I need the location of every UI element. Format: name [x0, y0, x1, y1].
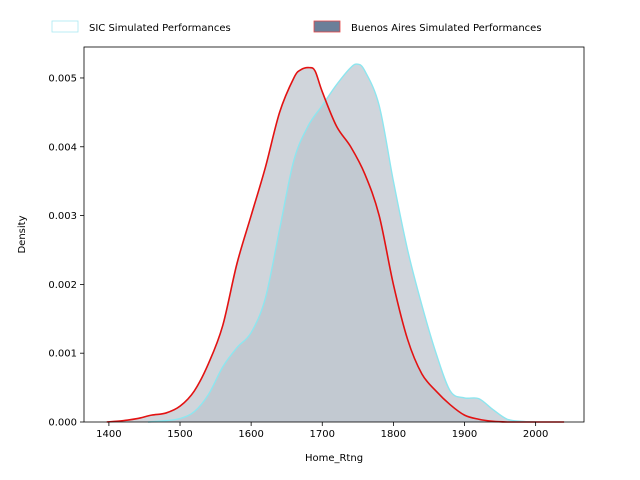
y-tick-label: 0.005: [48, 73, 77, 84]
legend-swatch-2: [313, 20, 341, 33]
legend-swatch-1: [51, 20, 79, 33]
x-tick-label: 1400: [96, 429, 121, 440]
x-tick-label: 1500: [167, 429, 192, 440]
x-tick-label: 1600: [238, 429, 263, 440]
y-tick-label: 0.002: [48, 280, 77, 291]
density-line-1: [147, 63, 536, 423]
y-tick-label: 0.003: [48, 211, 77, 222]
y-axis: 0.000 0.001 0.002 0.003 0.004 0.005: [48, 73, 84, 429]
legend-label-1: SIC Simulated Performances: [89, 23, 231, 34]
density-lines: [106, 63, 565, 423]
y-axis-label: Density: [17, 215, 28, 253]
legend: SIC Simulated Performances Buenos Aires S…: [51, 20, 542, 34]
x-tick-label: 1900: [452, 429, 477, 440]
plot-frame: [83, 46, 585, 423]
y-tick-label: 0.000: [48, 418, 77, 429]
x-tick-label: 2000: [523, 429, 548, 440]
legend-label-2: Buenos Aires Simulated Performances: [351, 23, 542, 34]
x-axis: 1400 1500 1600 1700 1800 1900 2000: [96, 422, 548, 440]
x-axis-label: Home_Rtng: [305, 453, 363, 464]
density-fills: [106, 64, 565, 423]
x-tick-label: 1800: [381, 429, 406, 440]
y-tick-label: 0.004: [48, 142, 77, 153]
y-tick-label: 0.001: [48, 349, 77, 360]
density-line-2: [106, 66, 565, 423]
x-tick-label: 1700: [310, 429, 335, 440]
